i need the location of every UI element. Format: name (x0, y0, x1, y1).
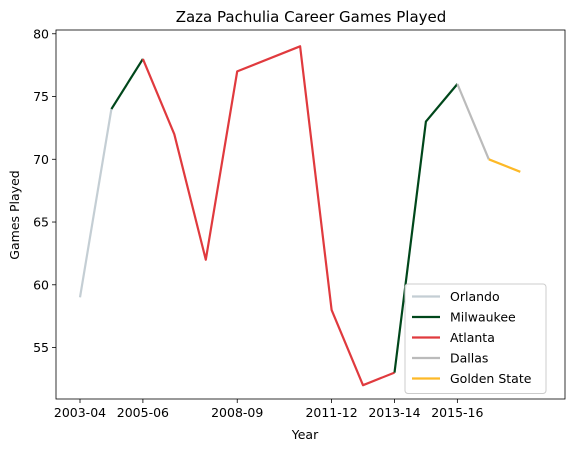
x-tick-label: 2008-09 (211, 405, 263, 420)
x-tick-label: 2013-14 (368, 405, 420, 420)
y-tick-label: 55 (33, 340, 49, 355)
y-axis-label: Games Played (7, 170, 22, 259)
legend-label-milwaukee: Milwaukee (450, 310, 516, 325)
y-axis: 55 60 65 70 75 80 (33, 26, 56, 355)
x-tick-label: 2005-06 (117, 405, 169, 420)
legend-label-dallas: Dallas (450, 351, 488, 366)
y-tick-label: 75 (33, 89, 49, 104)
chart-title: Zaza Pachulia Career Games Played (176, 8, 447, 26)
y-tick-label: 70 (33, 152, 49, 167)
series-line-orlando-0 (80, 109, 111, 297)
x-axis-label: Year (291, 427, 319, 442)
legend-label-golden-state: Golden State (450, 371, 532, 386)
series-line-golden-state-5 (489, 159, 521, 172)
x-axis: 2003-04 2005-06 2008-09 2011-12 2013-14 2015-… (54, 399, 484, 420)
series-line-dallas-4 (457, 84, 488, 159)
series-line-milwaukee-1 (111, 59, 142, 109)
chart-legend: Orlando Milwaukee Atlanta Dallas Golden Stat… (405, 284, 546, 394)
x-tick-label: 2015-16 (431, 405, 483, 420)
legend-label-atlanta: Atlanta (450, 330, 495, 345)
y-tick-label: 60 (33, 277, 49, 292)
y-tick-label: 65 (33, 215, 49, 230)
y-tick-label: 80 (33, 26, 49, 41)
x-tick-label: 2003-04 (54, 405, 106, 420)
legend-label-orlando: Orlando (450, 289, 500, 304)
series-line-atlanta-2 (143, 46, 395, 385)
x-tick-label: 2011-12 (305, 405, 357, 420)
